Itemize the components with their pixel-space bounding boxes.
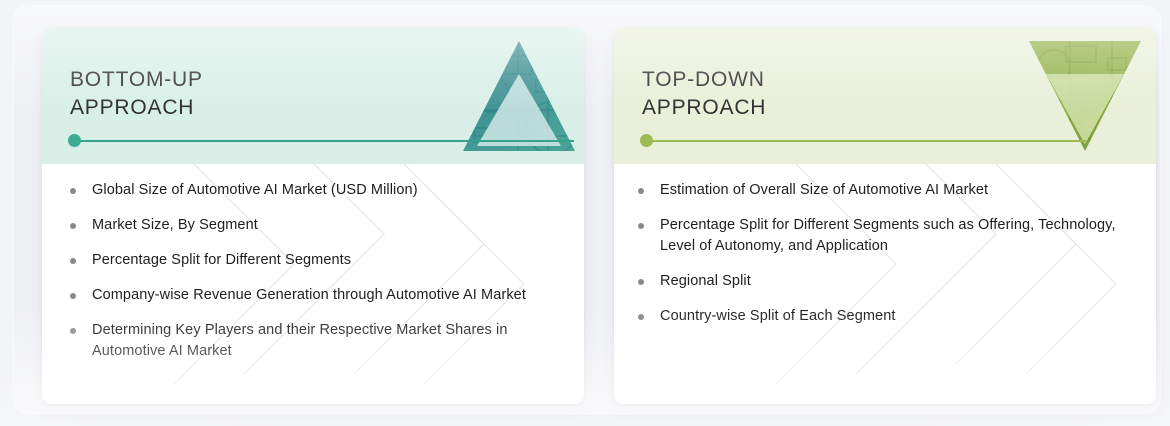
list-item-text: Percentage Split for Different Segments bbox=[92, 252, 352, 268]
bullet-list-top-down: Estimation of Overall Size of Automotive… bbox=[638, 180, 1116, 341]
bullet-dot-icon bbox=[70, 258, 76, 264]
accent-rule-top-down bbox=[644, 140, 1086, 142]
bullet-list-bottom-up: Global Size of Automotive AI Market (USD… bbox=[70, 180, 562, 376]
list-item-text: Determining Key Players and their Respec… bbox=[92, 322, 508, 359]
list-item: Market Size, By Segment bbox=[70, 215, 562, 236]
accent-dot-bottom-up bbox=[68, 134, 81, 147]
list-item: Percentage Split for Different Segments … bbox=[638, 215, 1116, 257]
list-item: Company-wise Revenue Generation through … bbox=[70, 285, 562, 306]
bullet-dot-icon bbox=[638, 223, 644, 229]
list-item: Percentage Split for Different Segments bbox=[70, 250, 562, 271]
card-header-bottom-up: BOTTOM-UP APPROACH bbox=[42, 28, 584, 164]
list-item: Regional Split bbox=[638, 271, 1116, 292]
bullet-dot-icon bbox=[70, 188, 76, 194]
list-item: Determining Key Players and their Respec… bbox=[70, 320, 562, 362]
list-item-text: Global Size of Automotive AI Market (USD… bbox=[92, 182, 418, 198]
list-item-text: Estimation of Overall Size of Automotive… bbox=[660, 182, 989, 198]
content-panel: BOTTOM-UP APPROACH Global Size bbox=[14, 6, 1160, 414]
list-item: Estimation of Overall Size of Automotive… bbox=[638, 180, 1116, 201]
list-item: Country-wise Split of Each Segment bbox=[638, 306, 1116, 327]
card-top-down-approach: TOP-DOWN APPROACH Estimation o bbox=[614, 28, 1156, 404]
accent-dot-top-down bbox=[640, 134, 653, 147]
list-item-text: Regional Split bbox=[660, 273, 751, 289]
card-title-top-down: TOP-DOWN APPROACH bbox=[642, 68, 767, 119]
list-item-text: Country-wise Split of Each Segment bbox=[660, 308, 896, 324]
bullet-dot-icon bbox=[70, 293, 76, 299]
card-header-top-down: TOP-DOWN APPROACH bbox=[614, 28, 1156, 164]
bullet-dot-icon bbox=[638, 279, 644, 285]
list-item-text: Market Size, By Segment bbox=[92, 217, 258, 233]
card-bottom-up-approach: BOTTOM-UP APPROACH Global Size bbox=[42, 28, 584, 404]
bullet-dot-icon bbox=[70, 328, 76, 334]
list-item-text: Company-wise Revenue Generation through … bbox=[92, 287, 526, 303]
card-title-bottom-up: BOTTOM-UP APPROACH bbox=[70, 68, 203, 119]
bullet-dot-icon bbox=[70, 223, 76, 229]
triangle-down-icon bbox=[1026, 36, 1144, 161]
list-item-text: Percentage Split for Different Segments … bbox=[660, 217, 1116, 254]
list-item: Global Size of Automotive AI Market (USD… bbox=[70, 180, 562, 201]
bullet-dot-icon bbox=[638, 188, 644, 194]
accent-rule-bottom-up bbox=[72, 140, 574, 142]
bullet-dot-icon bbox=[638, 314, 644, 320]
triangle-up-icon bbox=[460, 36, 578, 161]
